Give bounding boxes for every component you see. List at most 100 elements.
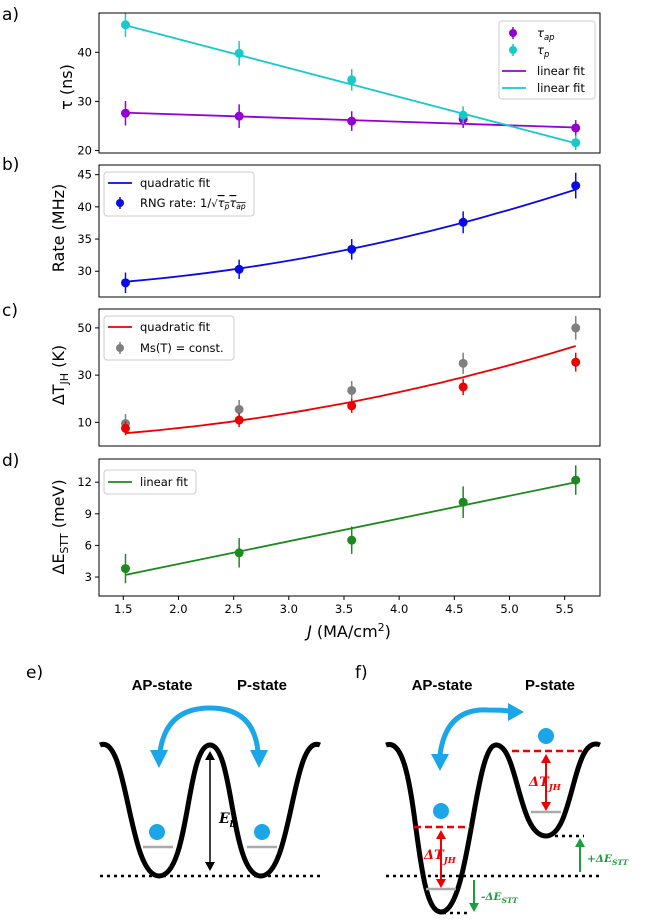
legend-tau-ap: τap	[537, 26, 555, 43]
f-switch-arrow	[437, 707, 514, 756]
data-point	[347, 401, 357, 411]
data-point	[120, 278, 130, 288]
xtick-label: 2.5	[224, 602, 242, 616]
panel-c-label: c)	[2, 301, 18, 321]
data-point	[571, 357, 581, 367]
panel-a-points	[120, 12, 581, 151]
panel-a-frame	[98, 12, 601, 154]
data-point	[234, 415, 244, 425]
xtick-label: 5.0	[500, 602, 518, 616]
legend-marker-rng	[116, 199, 124, 207]
data-point	[458, 110, 468, 120]
panel-b-yticks: 30 35 40 45	[77, 168, 99, 278]
e-energy-landscape	[99, 742, 321, 879]
e-ap-state-label: AP-state	[132, 677, 193, 694]
panel-d-fits	[125, 481, 576, 576]
ytick-label: 40	[77, 45, 92, 59]
panel-a-label: a)	[2, 5, 19, 25]
ytick-label: 3	[85, 570, 92, 584]
data-point	[458, 382, 468, 392]
legend-box	[103, 469, 197, 495]
diagram-f-label: f)	[355, 663, 368, 683]
ytick-label: 10	[77, 415, 92, 429]
data-point	[458, 217, 468, 227]
data-point	[120, 20, 130, 30]
data-point	[571, 323, 581, 333]
data-point	[234, 48, 244, 58]
legend-linear-fit: linear fit	[140, 475, 188, 489]
f-arrowhead-right	[508, 703, 524, 721]
panel-d-points	[120, 465, 581, 584]
f-ball-left	[433, 803, 449, 819]
data-point	[234, 548, 244, 558]
data-point	[234, 264, 244, 274]
panel-c-frame	[98, 308, 601, 447]
data-point	[234, 404, 244, 414]
ytick-label: 30	[77, 368, 92, 382]
legend-marker-tau-ap	[509, 29, 517, 37]
e-arrowhead-right	[250, 750, 268, 768]
f-jh-label-left: ΔTJH	[423, 848, 457, 866]
ytick-label: 40	[77, 200, 92, 214]
panel-a: a) τ (ns) 20 30 40 τap τp linear fit linea…	[2, 5, 601, 158]
fit-line	[125, 24, 576, 145]
legend-marker-tau-p	[509, 46, 517, 54]
f-p-state-label: P-state	[525, 677, 575, 694]
f-stt-plus-label: +ΔESTT	[587, 853, 630, 867]
diagram-e: e) AP-state P-state Eb	[26, 663, 322, 879]
data-point	[458, 497, 468, 507]
ytick-label: 30	[77, 94, 92, 108]
legend-tau-p: τp	[537, 43, 549, 60]
e-ball-left	[149, 824, 165, 840]
data-point	[571, 181, 581, 191]
panel-c-legend: quadratic fit Ms(T) = const.	[103, 315, 235, 361]
f-arrowhead-left	[431, 754, 449, 771]
fit-line	[125, 481, 576, 576]
panel-c-ylabel: ΔTJH (K)	[49, 345, 71, 405]
panel-b-label: b)	[2, 155, 19, 175]
legend-marker-ms	[116, 344, 124, 352]
legend-quadratic-fit: quadratic fit	[140, 176, 211, 190]
data-point	[347, 385, 357, 395]
data-point	[234, 111, 244, 121]
data-point	[120, 108, 130, 118]
panel-d-yticks: 3 6 9 12	[77, 475, 99, 584]
data-point	[571, 123, 581, 133]
data-point	[347, 116, 357, 126]
e-p-state-label: P-state	[237, 677, 287, 694]
panel-d: d) ΔESTT (meV) 3 6 9 12 1.5 2.0 2.5 3.0 3.5 4.0 4…	[2, 451, 601, 641]
e-eb-label: Eb	[218, 811, 236, 830]
ytick-label: 12	[77, 475, 92, 489]
panel-d-frame	[98, 458, 601, 597]
ytick-label: 30	[77, 264, 92, 278]
ytick-label: 35	[77, 232, 92, 246]
xtick-label: 1.5	[114, 602, 132, 616]
diagram-e-label: e)	[26, 663, 43, 683]
panel-d-label: d)	[2, 451, 19, 471]
data-point	[347, 244, 357, 254]
data-point	[571, 475, 581, 485]
panel-c-yticks: 10 30 50	[77, 321, 99, 429]
legend-linear-fit-2: linear fit	[537, 81, 585, 95]
panel-b-points	[120, 172, 581, 294]
panel-b: b) Rate (MHz) 30 35 40 45 quadratic fit RNG…	[2, 155, 601, 298]
e-arrowhead-left	[150, 750, 168, 768]
e-ball-right	[254, 824, 270, 840]
xtick-label: 4.0	[390, 602, 408, 616]
data-point	[571, 138, 581, 148]
panel-b-frame	[98, 164, 601, 298]
panel-a-legend: τap τp linear fit linear fit	[498, 20, 596, 100]
f-ball-right	[538, 728, 554, 744]
diagram-f: f) AP-state P-state ΔTJH ΔTJH +ΔESTT -ΔE…	[355, 663, 630, 915]
legend-ms-const: Ms(T) = const.	[140, 341, 224, 355]
ytick-label: 6	[85, 538, 92, 552]
legend-box	[103, 315, 235, 361]
xtick-label: 5.5	[556, 602, 574, 616]
panel-d-xlabel: J (MA/cm2)	[304, 621, 391, 641]
data-point	[347, 75, 357, 85]
ytick-label: 20	[77, 144, 92, 158]
legend-box	[498, 20, 596, 100]
data-point	[347, 535, 357, 545]
legend-rng-rate: RNG rate: 1/√τpτap	[140, 196, 246, 211]
